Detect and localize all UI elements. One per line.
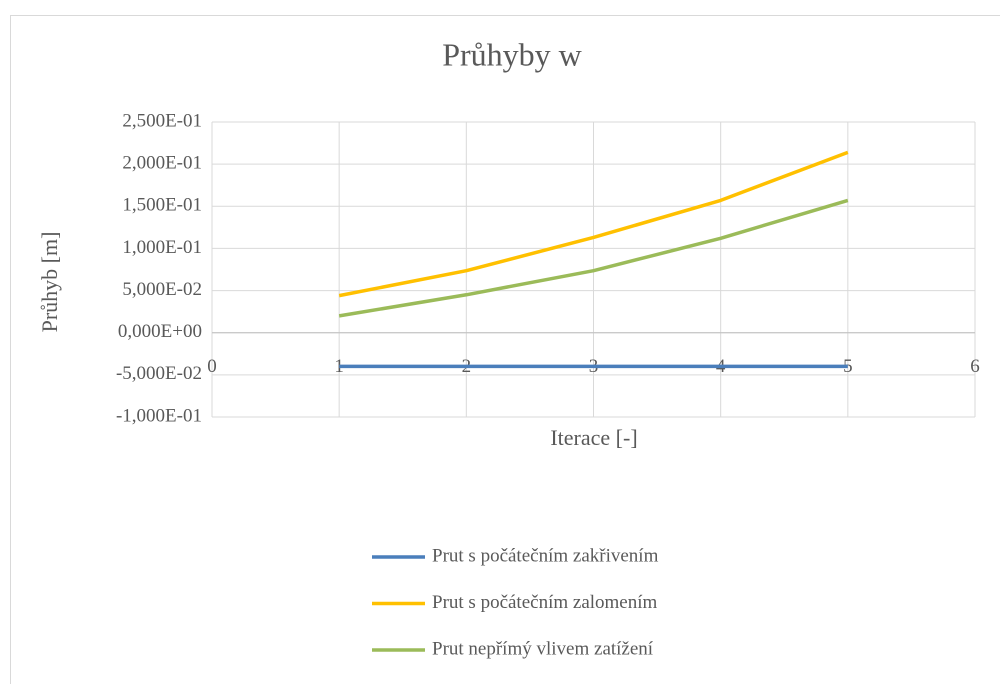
y-tick-label: -1,000E-01	[116, 405, 202, 426]
y-tick-label: -5,000E-02	[116, 363, 202, 384]
chart-border	[10, 15, 1000, 684]
legend-label: Prut nepřímý vlivem zatížení	[432, 638, 654, 659]
legend-label: Prut s počátečním zalomením	[432, 592, 658, 613]
chart-title: Průhyby w	[442, 36, 582, 72]
y-axis-label: Průhyb [m]	[37, 232, 62, 333]
x-tick-label: 0	[207, 356, 217, 377]
y-tick-label: 2,500E-01	[122, 110, 202, 131]
y-tick-label: 1,000E-01	[122, 237, 202, 258]
y-tick-label: 1,500E-01	[122, 195, 202, 216]
legend-label: Prut s počátečním zakřivením	[432, 545, 659, 566]
y-tick-label: 2,000E-01	[122, 153, 202, 174]
series-line	[338, 198, 849, 318]
x-tick-label: 6	[970, 356, 980, 377]
y-tick-label: 0,000E+00	[118, 321, 202, 342]
series-line	[338, 150, 849, 298]
y-tick-label: 5,000E-02	[122, 279, 202, 300]
x-axis-label: Iterace [-]	[550, 425, 637, 450]
